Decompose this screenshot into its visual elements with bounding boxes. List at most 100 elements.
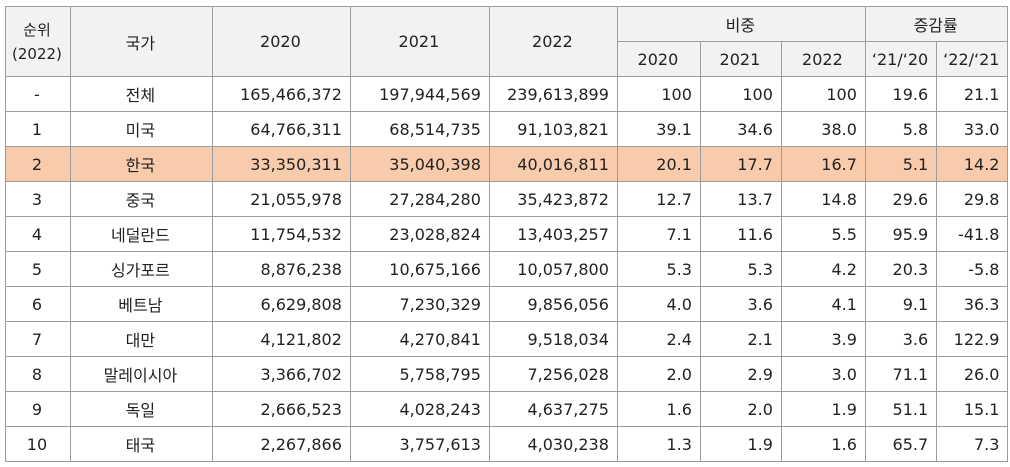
rank-cell: 1 xyxy=(5,111,71,147)
share-2020-cell: 2.4 xyxy=(616,321,701,357)
value-2021-cell: 197,944,569 xyxy=(349,76,490,112)
growth-21-20-cell: 3.6 xyxy=(864,321,938,357)
country-cell: 중국 xyxy=(69,181,213,217)
growth-21-20-cell: 51.1 xyxy=(864,391,938,427)
growth-21-20-cell: 19.6 xyxy=(864,76,938,112)
share-group-header: 비중 xyxy=(616,6,866,42)
value-2020-cell: 11,754,532 xyxy=(211,216,351,252)
growth-21-20-cell: 20.3 xyxy=(864,251,938,287)
share-2022-cell: 16.7 xyxy=(780,146,866,182)
rank-cell: 8 xyxy=(5,356,71,392)
country-cell: 한국 xyxy=(69,146,213,182)
growth-22-21-cell: 26.0 xyxy=(936,356,1009,392)
growth-22-21-cell: 36.3 xyxy=(936,286,1009,322)
share-2021-cell: 2.9 xyxy=(699,356,782,392)
rank-cell: 7 xyxy=(5,321,71,357)
growth-22-21-cell: 14.2 xyxy=(936,146,1009,182)
value-2020-cell: 2,267,866 xyxy=(211,426,351,462)
value-2022-cell: 91,103,821 xyxy=(488,111,618,147)
growth-21-20-header: ‘21/‘20 xyxy=(864,41,938,77)
share-2022-header: 2022 xyxy=(780,41,866,77)
growth-22-21-cell: 122.9 xyxy=(936,321,1009,357)
growth-21-20-cell: 65.7 xyxy=(864,426,938,462)
value-2022-cell: 13,403,257 xyxy=(488,216,618,252)
value-2022-cell: 239,613,899 xyxy=(488,76,618,112)
share-2021-cell: 3.6 xyxy=(699,286,782,322)
value-2020-cell: 8,876,238 xyxy=(211,251,351,287)
country-cell: 네덜란드 xyxy=(69,216,213,252)
value-2020-cell: 165,466,372 xyxy=(211,76,351,112)
share-2021-cell: 2.1 xyxy=(699,321,782,357)
value-2022-cell: 4,637,275 xyxy=(488,391,618,427)
value-2022-cell: 10,057,800 xyxy=(488,251,618,287)
table-row: 9 독일 2,666,523 4,028,243 4,637,275 1.6 2.0 1.9 5… xyxy=(5,391,1009,427)
share-2021-cell: 13.7 xyxy=(699,181,782,217)
share-2021-cell: 34.6 xyxy=(699,111,782,147)
value-2021-cell: 68,514,735 xyxy=(349,111,490,147)
share-2021-cell: 17.7 xyxy=(699,146,782,182)
share-2020-cell: 1.6 xyxy=(616,391,701,427)
value-2020-cell: 64,766,311 xyxy=(211,111,351,147)
growth-21-20-cell: 95.9 xyxy=(864,216,938,252)
country-cell: 싱가포르 xyxy=(69,251,213,287)
table-body: - 전체 165,466,372 197,944,569 239,613,899 100 1… xyxy=(5,76,1009,462)
table-row: 7 대만 4,121,802 4,270,841 9,518,034 2.4 2.1 3.9 3… xyxy=(5,321,1009,357)
share-2021-cell: 1.9 xyxy=(699,426,782,462)
share-2020-cell: 4.0 xyxy=(616,286,701,322)
share-2020-header: 2020 xyxy=(616,41,701,77)
value-2021-cell: 4,028,243 xyxy=(349,391,490,427)
country-cell: 태국 xyxy=(69,426,213,462)
country-cell: 미국 xyxy=(69,111,213,147)
table-row: 6 베트남 6,629,808 7,230,329 9,856,056 4.0 3.6 4.1… xyxy=(5,286,1009,322)
share-2020-cell: 7.1 xyxy=(616,216,701,252)
rank-cell: - xyxy=(5,76,71,112)
country-cell: 전체 xyxy=(69,76,213,112)
value-2021-cell: 10,675,166 xyxy=(349,251,490,287)
value-2022-cell: 40,016,811 xyxy=(488,146,618,182)
table-header: 순위 (2022) 국가 2020 2021 2022 비중 증감률 2020 … xyxy=(5,6,1009,77)
share-2020-cell: 5.3 xyxy=(616,251,701,287)
value-2020-cell: 33,350,311 xyxy=(211,146,351,182)
table-row: 10 태국 2,267,866 3,757,613 4,030,238 1.3 1.9 1.6… xyxy=(5,426,1009,462)
value-2022-cell: 4,030,238 xyxy=(488,426,618,462)
share-2020-cell: 2.0 xyxy=(616,356,701,392)
growth-22-21-cell: 7.3 xyxy=(936,426,1009,462)
country-cell: 말레이시아 xyxy=(69,356,213,392)
growth-21-20-cell: 5.8 xyxy=(864,111,938,147)
growth-22-21-cell: 15.1 xyxy=(936,391,1009,427)
value-2020-cell: 3,366,702 xyxy=(211,356,351,392)
share-2022-cell: 14.8 xyxy=(780,181,866,217)
rank-cell: 5 xyxy=(5,251,71,287)
rank-cell: 10 xyxy=(5,426,71,462)
share-2022-cell: 3.0 xyxy=(780,356,866,392)
table-row: 8 말레이시아 3,366,702 5,758,795 7,256,028 2.0 2.9 3… xyxy=(5,356,1009,392)
rank-cell: 6 xyxy=(5,286,71,322)
value-2020-cell: 6,629,808 xyxy=(211,286,351,322)
rank-header-line1: 순위 xyxy=(23,20,51,39)
share-2022-cell: 3.9 xyxy=(780,321,866,357)
value-2021-cell: 27,284,280 xyxy=(349,181,490,217)
value-2021-cell: 23,028,824 xyxy=(349,216,490,252)
share-2022-cell: 4.2 xyxy=(780,251,866,287)
growth-22-21-cell: 33.0 xyxy=(936,111,1009,147)
year-2020-header: 2020 xyxy=(211,6,351,77)
share-2021-cell: 5.3 xyxy=(699,251,782,287)
growth-22-21-cell: -41.8 xyxy=(936,216,1009,252)
value-2020-cell: 4,121,802 xyxy=(211,321,351,357)
growth-22-21-cell: -5.8 xyxy=(936,251,1009,287)
table-row: 3 중국 21,055,978 27,284,280 35,423,872 12.7 13.… xyxy=(5,181,1009,217)
growth-21-20-cell: 5.1 xyxy=(864,146,938,182)
rank-header: 순위 (2022) xyxy=(5,6,71,77)
share-2022-cell: 100 xyxy=(780,76,866,112)
export-stats-table: 순위 (2022) 국가 2020 2021 2022 비중 증감률 2020 … xyxy=(5,6,1009,462)
share-2022-cell: 1.6 xyxy=(780,426,866,462)
share-2020-cell: 12.7 xyxy=(616,181,701,217)
value-2021-cell: 7,230,329 xyxy=(349,286,490,322)
country-header: 국가 xyxy=(69,6,213,77)
growth-group-header: 증감률 xyxy=(864,6,1009,42)
table-row: 4 네덜란드 11,754,532 23,028,824 13,403,257 7.1 11… xyxy=(5,216,1009,252)
share-2022-cell: 5.5 xyxy=(780,216,866,252)
growth-21-20-cell: 9.1 xyxy=(864,286,938,322)
growth-21-20-cell: 71.1 xyxy=(864,356,938,392)
value-2021-cell: 5,758,795 xyxy=(349,356,490,392)
